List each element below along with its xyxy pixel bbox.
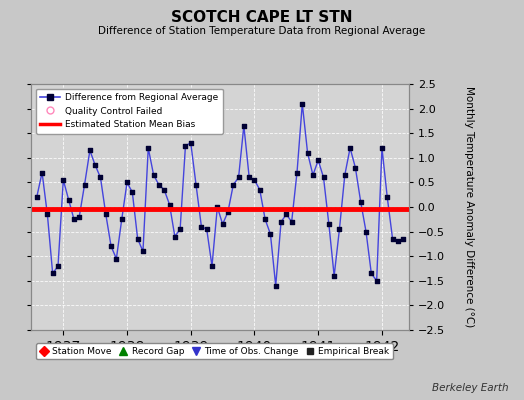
Point (102, 211, 110, 218)
Point (277, 218, 285, 225)
Point (43, 211, 51, 218)
Point (166, 201, 174, 208)
Point (192, 182, 200, 188)
Point (38, 169, 46, 176)
Point (234, 174, 243, 181)
Point (362, 228, 370, 235)
Point (373, 278, 381, 284)
Point (70, 216, 78, 222)
Point (107, 243, 115, 250)
Point (202, 226, 211, 232)
Point (123, 179, 131, 186)
Text: Berkeley Earth: Berkeley Earth (432, 383, 508, 393)
Point (388, 236, 397, 242)
Point (155, 182, 163, 188)
Point (367, 270, 376, 277)
Point (314, 157, 322, 164)
Point (356, 199, 365, 205)
Point (187, 140, 195, 146)
Point (171, 233, 179, 240)
Point (319, 174, 328, 181)
Y-axis label: Monthly Temperature Anomaly Difference (°C): Monthly Temperature Anomaly Difference (… (464, 86, 474, 328)
Point (330, 273, 339, 279)
Point (176, 226, 184, 232)
Point (239, 123, 248, 129)
Point (128, 189, 137, 196)
Point (245, 174, 254, 181)
Point (59, 177, 68, 183)
Point (32, 194, 41, 200)
Point (144, 145, 152, 151)
Point (325, 221, 333, 228)
Point (208, 263, 216, 269)
Point (335, 226, 344, 232)
Point (134, 236, 142, 242)
Point (298, 100, 307, 107)
Point (54, 263, 62, 269)
Point (117, 216, 126, 222)
Point (139, 248, 147, 254)
Point (75, 214, 83, 220)
Point (96, 174, 105, 181)
Point (261, 216, 269, 222)
Point (378, 145, 386, 151)
Point (80, 182, 89, 188)
Text: Difference of Station Temperature Data from Regional Average: Difference of Station Temperature Data f… (99, 26, 425, 36)
Text: SCOTCH CAPE LT STN: SCOTCH CAPE LT STN (171, 10, 353, 25)
Point (256, 186, 264, 193)
Point (250, 177, 259, 183)
Point (229, 182, 237, 188)
Legend: Station Move, Record Gap, Time of Obs. Change, Empirical Break: Station Move, Record Gap, Time of Obs. C… (36, 343, 393, 360)
Point (160, 186, 168, 193)
Point (303, 150, 312, 156)
Point (149, 172, 158, 178)
Point (224, 209, 232, 215)
Legend: Difference from Regional Average, Quality Control Failed, Estimated Station Mean: Difference from Regional Average, Qualit… (36, 88, 223, 134)
Point (91, 162, 100, 168)
Point (341, 172, 349, 178)
Point (394, 238, 402, 245)
Point (64, 196, 73, 203)
Point (266, 231, 275, 237)
Point (351, 164, 359, 171)
Point (288, 218, 296, 225)
Point (219, 221, 227, 228)
Point (49, 270, 57, 277)
Point (181, 142, 190, 149)
Point (399, 236, 407, 242)
Point (309, 172, 317, 178)
Point (293, 169, 301, 176)
Point (112, 256, 121, 262)
Point (197, 224, 205, 230)
Point (282, 211, 290, 218)
Point (346, 145, 354, 151)
Point (86, 147, 94, 154)
Point (271, 282, 280, 289)
Point (383, 194, 391, 200)
Point (213, 204, 222, 210)
